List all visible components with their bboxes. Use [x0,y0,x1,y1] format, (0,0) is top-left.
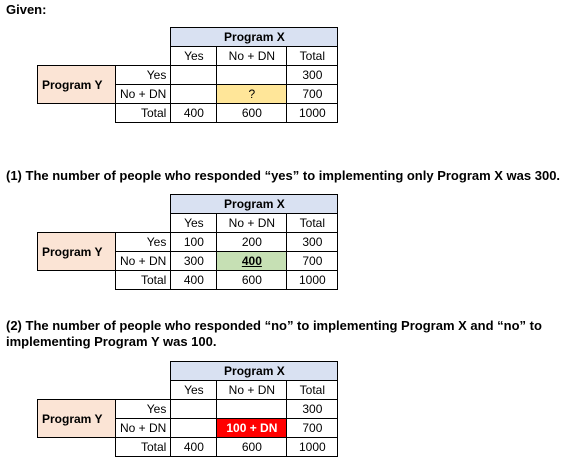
col-header-total: Total [286,213,339,233]
given-heading: Given: [6,2,47,17]
cell-grand-total: 1000 [286,103,339,123]
table-corner [38,214,171,233]
program-y-header: Program Y [37,232,116,271]
row-header-no-dn: No + DN [114,84,172,104]
row-header-no-dn: No + DN [114,251,172,271]
table-corner [38,47,171,66]
table-corner [38,28,171,47]
step-2-heading: (2) The number of people who responded “… [6,318,542,349]
step-1-heading: (1) The number of people who responded “… [6,168,561,183]
cell-yes-yes [170,399,218,419]
cell-grand-total: 1000 [286,270,339,290]
cell-total-yes: 400 [170,437,218,457]
row-header-yes: Yes [114,232,172,252]
cell-no-total: 700 [286,84,339,104]
cell-total-yes: 400 [170,103,218,123]
cell-total-no: 600 [216,270,288,290]
col-header-yes: Yes [170,46,218,66]
col-header-yes: Yes [170,380,218,400]
cell-unknown: ? [216,84,288,104]
cell-yes-total: 300 [286,399,339,419]
table-corner [38,104,116,123]
col-header-no-dn: No + DN [216,380,288,400]
program-y-header: Program Y [37,65,116,104]
cell-yes-no [216,65,288,85]
cell-yes-no: 200 [216,232,288,252]
row-header-no-dn: No + DN [114,418,172,438]
cell-no-yes: 300 [170,251,218,271]
table-corner [38,271,116,290]
table-corner [38,362,171,381]
row-header-total: Total [114,103,172,123]
cell-yes-no [216,399,288,419]
row-header-total: Total [114,437,172,457]
program-x-header: Program X [170,27,339,47]
row-header-total: Total [114,270,172,290]
cell-no-yes [170,84,218,104]
program-x-header: Program X [170,194,339,214]
cell-yes-total: 300 [286,65,339,85]
col-header-yes: Yes [170,213,218,233]
col-header-total: Total [286,46,339,66]
cell-no-total: 700 [286,418,339,438]
cell-partial: 100 + DN [216,418,288,438]
table-corner [38,438,116,457]
cell-yes-yes: 100 [170,232,218,252]
cell-grand-total: 1000 [286,437,339,457]
cell-no-yes [170,418,218,438]
cell-no-total: 700 [286,251,339,271]
table-corner [38,195,171,214]
row-header-yes: Yes [114,65,172,85]
program-x-header: Program X [170,361,339,381]
col-header-no-dn: No + DN [216,213,288,233]
cell-yes-total: 300 [286,232,339,252]
col-header-no-dn: No + DN [216,46,288,66]
contingency-table-step-1: Program X Yes No + DN Total Program Y Ye… [37,194,339,290]
cell-solved: 400 [216,251,288,271]
table-corner [38,381,171,400]
col-header-total: Total [286,380,339,400]
cell-total-no: 600 [216,437,288,457]
cell-total-no: 600 [216,103,288,123]
contingency-table-given: Program X Yes No + DN Total Program Y Ye… [37,27,339,123]
cell-yes-yes [170,65,218,85]
row-header-yes: Yes [114,399,172,419]
program-y-header: Program Y [37,399,116,438]
contingency-table-step-2: Program X Yes No + DN Total Program Y Ye… [37,361,339,457]
cell-total-yes: 400 [170,270,218,290]
